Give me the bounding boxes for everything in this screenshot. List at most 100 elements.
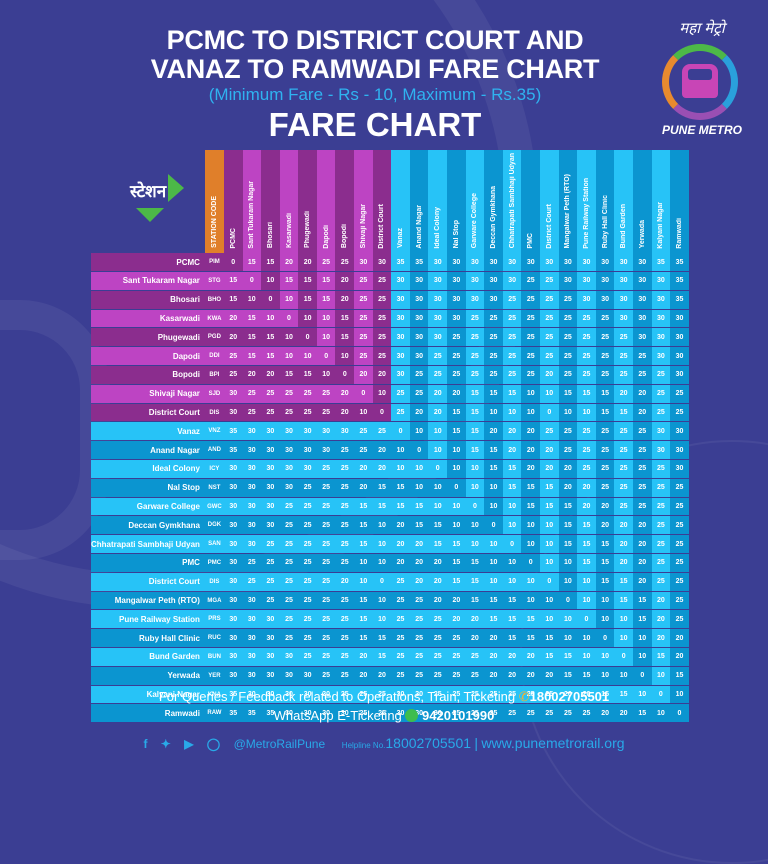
fare-cell: 30 [651, 440, 671, 461]
youtube-icon[interactable]: ▶ [184, 737, 194, 751]
fare-cell: 25 [614, 365, 633, 385]
fare-cell: 30 [391, 685, 410, 705]
table-row: Ruby Hall Clinic RUC 30 30 30 25 25 25 25 15 15 25 2… [91, 628, 689, 649]
fare-cell: 30 [428, 290, 448, 310]
fare-cell: 10 [558, 628, 578, 649]
fare-cell: 25 [409, 666, 429, 686]
social-handle[interactable]: @MetroRailPune [233, 737, 326, 751]
fare-cell: 30 [577, 253, 596, 273]
fare-cell: 30 [409, 271, 429, 291]
fare-cell: 25 [521, 703, 541, 724]
instagram-icon[interactable]: ◯ [206, 737, 221, 751]
twitter-icon[interactable]: ✦ [160, 737, 171, 751]
fare-cell: 15 [465, 384, 485, 404]
fare-cell: 25 [540, 703, 559, 724]
fare-cell: 25 [447, 327, 466, 348]
fare-cell: 20 [465, 628, 485, 649]
fare-cell: 25 [279, 609, 299, 630]
fare-cell: 30 [595, 271, 615, 291]
fare-cell: 30 [428, 327, 448, 348]
fare-cell: 30 [651, 290, 671, 310]
fare-cell: 15 [279, 271, 299, 291]
fare-cell: 25 [298, 647, 317, 667]
fare-cell: 15 [484, 384, 503, 404]
fare-cell: 10 [447, 515, 466, 536]
station-code: DDI [204, 346, 224, 367]
station-code: PGD [204, 327, 224, 348]
fare-cell: 30 [632, 309, 652, 329]
column-header: Bhosari [261, 150, 280, 254]
fare-cell: 10 [540, 609, 559, 630]
table-row: PMC PMC 30 25 25 25 25 25 25 10 10 20 20 20 15 15 10 10 0 1… [91, 553, 689, 573]
fare-cell: 15 [577, 515, 596, 536]
fare-cell: 25 [391, 591, 410, 611]
fare-cell: 25 [316, 609, 336, 630]
station-code: PMC [204, 553, 224, 573]
fare-cell: 25 [447, 703, 466, 724]
fare-cell: 25 [502, 327, 522, 348]
fare-cell: 15 [279, 365, 299, 385]
station-name: PMC [91, 553, 205, 573]
column-header: Vanaz [391, 150, 410, 254]
fare-cell: 25 [354, 290, 373, 310]
fare-cell: 30 [484, 253, 503, 273]
station-name: Bund Garden [91, 647, 205, 667]
fare-cell: 15 [558, 384, 578, 404]
fare-cell: 15 [632, 591, 652, 611]
fare-cell: 30 [223, 553, 243, 573]
fare-cell: 30 [558, 253, 578, 273]
fare-cell: 30 [391, 309, 410, 329]
fare-cell: 25 [577, 440, 596, 461]
fare-cell: 25 [540, 421, 559, 442]
queries-phone[interactable]: 18002705501 [529, 689, 610, 704]
station-name: Shivaji Nagar [91, 384, 205, 404]
station-code: NST [204, 478, 224, 498]
fare-cell: 25 [316, 403, 336, 423]
fare-cell: 25 [298, 591, 317, 611]
station-code: PRS [204, 609, 224, 630]
fare-cell: 30 [391, 703, 410, 724]
fare-cell: 0 [242, 271, 262, 291]
fare-cell: 30 [409, 290, 429, 310]
fare-cell: 15 [670, 666, 689, 686]
fare-cell: 10 [428, 421, 448, 442]
fare-cell: 15 [502, 459, 522, 479]
fare-cell: 25 [521, 290, 541, 310]
fare-cell: 10 [614, 628, 633, 649]
column-header: Garware College [465, 150, 485, 254]
fare-cell: 15 [428, 534, 448, 555]
fare-cell: 20 [595, 497, 615, 517]
fare-cell: 25 [484, 365, 503, 385]
fare-cell: 25 [242, 572, 262, 592]
fare-cell: 15 [558, 515, 578, 536]
fare-cell: 10 [540, 515, 559, 536]
fare-cell: 25 [391, 628, 410, 649]
fare-cell: 10 [261, 271, 280, 291]
fare-cell: 25 [558, 309, 578, 329]
fare-cell: 35 [223, 703, 243, 724]
website-link[interactable]: www.punemetrorail.org [481, 735, 625, 751]
fare-cell: 20 [502, 666, 522, 686]
fare-cell: 35 [261, 703, 280, 724]
fare-cell: 25 [279, 628, 299, 649]
column-header: Anand Nagar [409, 150, 429, 254]
column-header: Yerwada [632, 150, 652, 254]
fare-cell: 25 [391, 609, 410, 630]
facebook-icon[interactable]: f [143, 737, 148, 751]
fare-cell: 15 [614, 572, 633, 592]
fare-cell: 15 [447, 534, 466, 555]
helpline-number[interactable]: 18002705501 [385, 735, 472, 751]
fare-cell: 0 [577, 609, 596, 630]
fare-cell: 30 [670, 365, 689, 385]
whatsapp-number[interactable]: 9420101990 [422, 708, 495, 723]
fare-cell: 35 [242, 703, 262, 724]
fare-cell: 25 [428, 628, 448, 649]
fare-cell: 15 [242, 253, 262, 273]
column-header: Kasarwadi [279, 150, 299, 254]
fare-cell: 25 [409, 591, 429, 611]
fare-cell: 25 [279, 553, 299, 573]
fare-cell: 0 [261, 290, 280, 310]
table-row: Ideal Colony ICY 30 30 30 30 30 25 25 20 20 10 10 0 10… [91, 459, 689, 479]
fare-cell: 30 [279, 647, 299, 667]
fare-cell: 25 [335, 553, 355, 573]
